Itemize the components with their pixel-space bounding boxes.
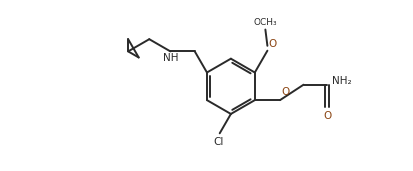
Text: NH₂: NH₂ bbox=[332, 76, 352, 86]
Text: OCH₃: OCH₃ bbox=[254, 18, 277, 27]
Text: O: O bbox=[268, 39, 277, 49]
Text: O: O bbox=[282, 87, 290, 97]
Text: Cl: Cl bbox=[214, 137, 224, 147]
Text: NH: NH bbox=[163, 53, 178, 63]
Text: O: O bbox=[323, 111, 331, 121]
